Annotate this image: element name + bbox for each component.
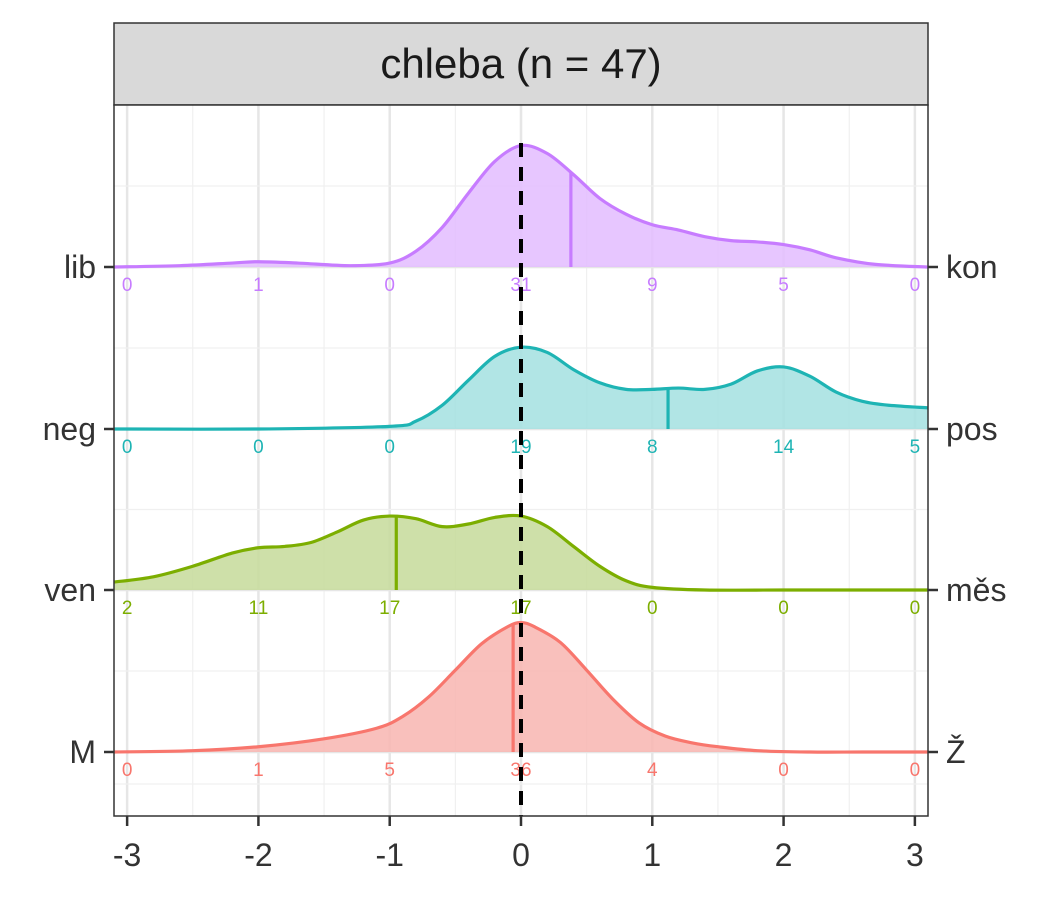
plot-panel: 01031950000198145211171700001536400: [113, 104, 929, 817]
ridge-area-lib: [114, 145, 928, 267]
facet-strip-background: [113, 22, 929, 106]
count-label: 0: [384, 437, 395, 458]
x-axis-tick-label: 1: [643, 837, 661, 873]
count-label: 8: [647, 437, 658, 458]
count-label: 0: [384, 275, 395, 296]
count-label: 0: [122, 760, 133, 781]
count-label: 0: [647, 598, 658, 619]
left-axis-label: M: [69, 734, 96, 770]
x-axis-tick-label: -3: [113, 837, 141, 873]
right-axis-label: pos: [946, 411, 998, 447]
x-axis: -3 -2 -1 0 1 2 3: [113, 816, 924, 873]
facet-strip-title: chleba (n = 47): [380, 40, 661, 87]
count-label: 5: [384, 760, 395, 781]
x-axis-tick-label: 2: [775, 837, 793, 873]
count-label: 17: [379, 598, 400, 619]
count-label: 0: [910, 760, 921, 781]
count-label: 5: [910, 437, 921, 458]
count-label: 11: [249, 598, 269, 619]
left-axis-label: lib: [64, 249, 96, 285]
count-label: 2: [122, 598, 133, 619]
count-label: 1: [253, 760, 264, 781]
count-label: 0: [253, 437, 264, 458]
left-axis-label: ven: [44, 572, 96, 608]
count-label: 4: [647, 760, 658, 781]
count-label: 0: [910, 598, 921, 619]
count-labels: 01031950000198145211171700001536400: [122, 275, 920, 781]
count-label: 0: [778, 598, 789, 619]
right-axis-label: měs: [946, 572, 1006, 608]
ridge-lib: [113, 143, 929, 269]
facet-strip: chleba (n = 47): [113, 22, 929, 106]
count-label: 1: [253, 275, 264, 296]
x-axis-tick-label: 3: [906, 837, 924, 873]
ridge-line-ven: [113, 513, 928, 592]
ridge-line-neg: [113, 345, 929, 431]
right-axis-label: Ž: [946, 734, 966, 770]
left-axis-label: neg: [43, 411, 96, 447]
count-label: 31: [510, 275, 531, 296]
count-label: 5: [778, 275, 789, 296]
count-label: 0: [910, 275, 921, 296]
count-label: 0: [778, 760, 789, 781]
ridge-M: [113, 621, 928, 754]
right-axis-label: kon: [946, 249, 998, 285]
ridge-area-M: [114, 622, 928, 753]
x-axis-tick-label: -1: [375, 837, 403, 873]
ridge-line-M: [113, 621, 928, 754]
count-label: 0: [122, 437, 133, 458]
count-label: 9: [647, 275, 658, 296]
count-label: 14: [773, 437, 795, 458]
x-axis-tick-label: -2: [244, 837, 272, 873]
ridge-line-lib: [113, 143, 929, 269]
count-label: 0: [122, 275, 133, 296]
x-axis-tick-label: 0: [512, 837, 530, 873]
count-label: 19: [510, 437, 531, 458]
